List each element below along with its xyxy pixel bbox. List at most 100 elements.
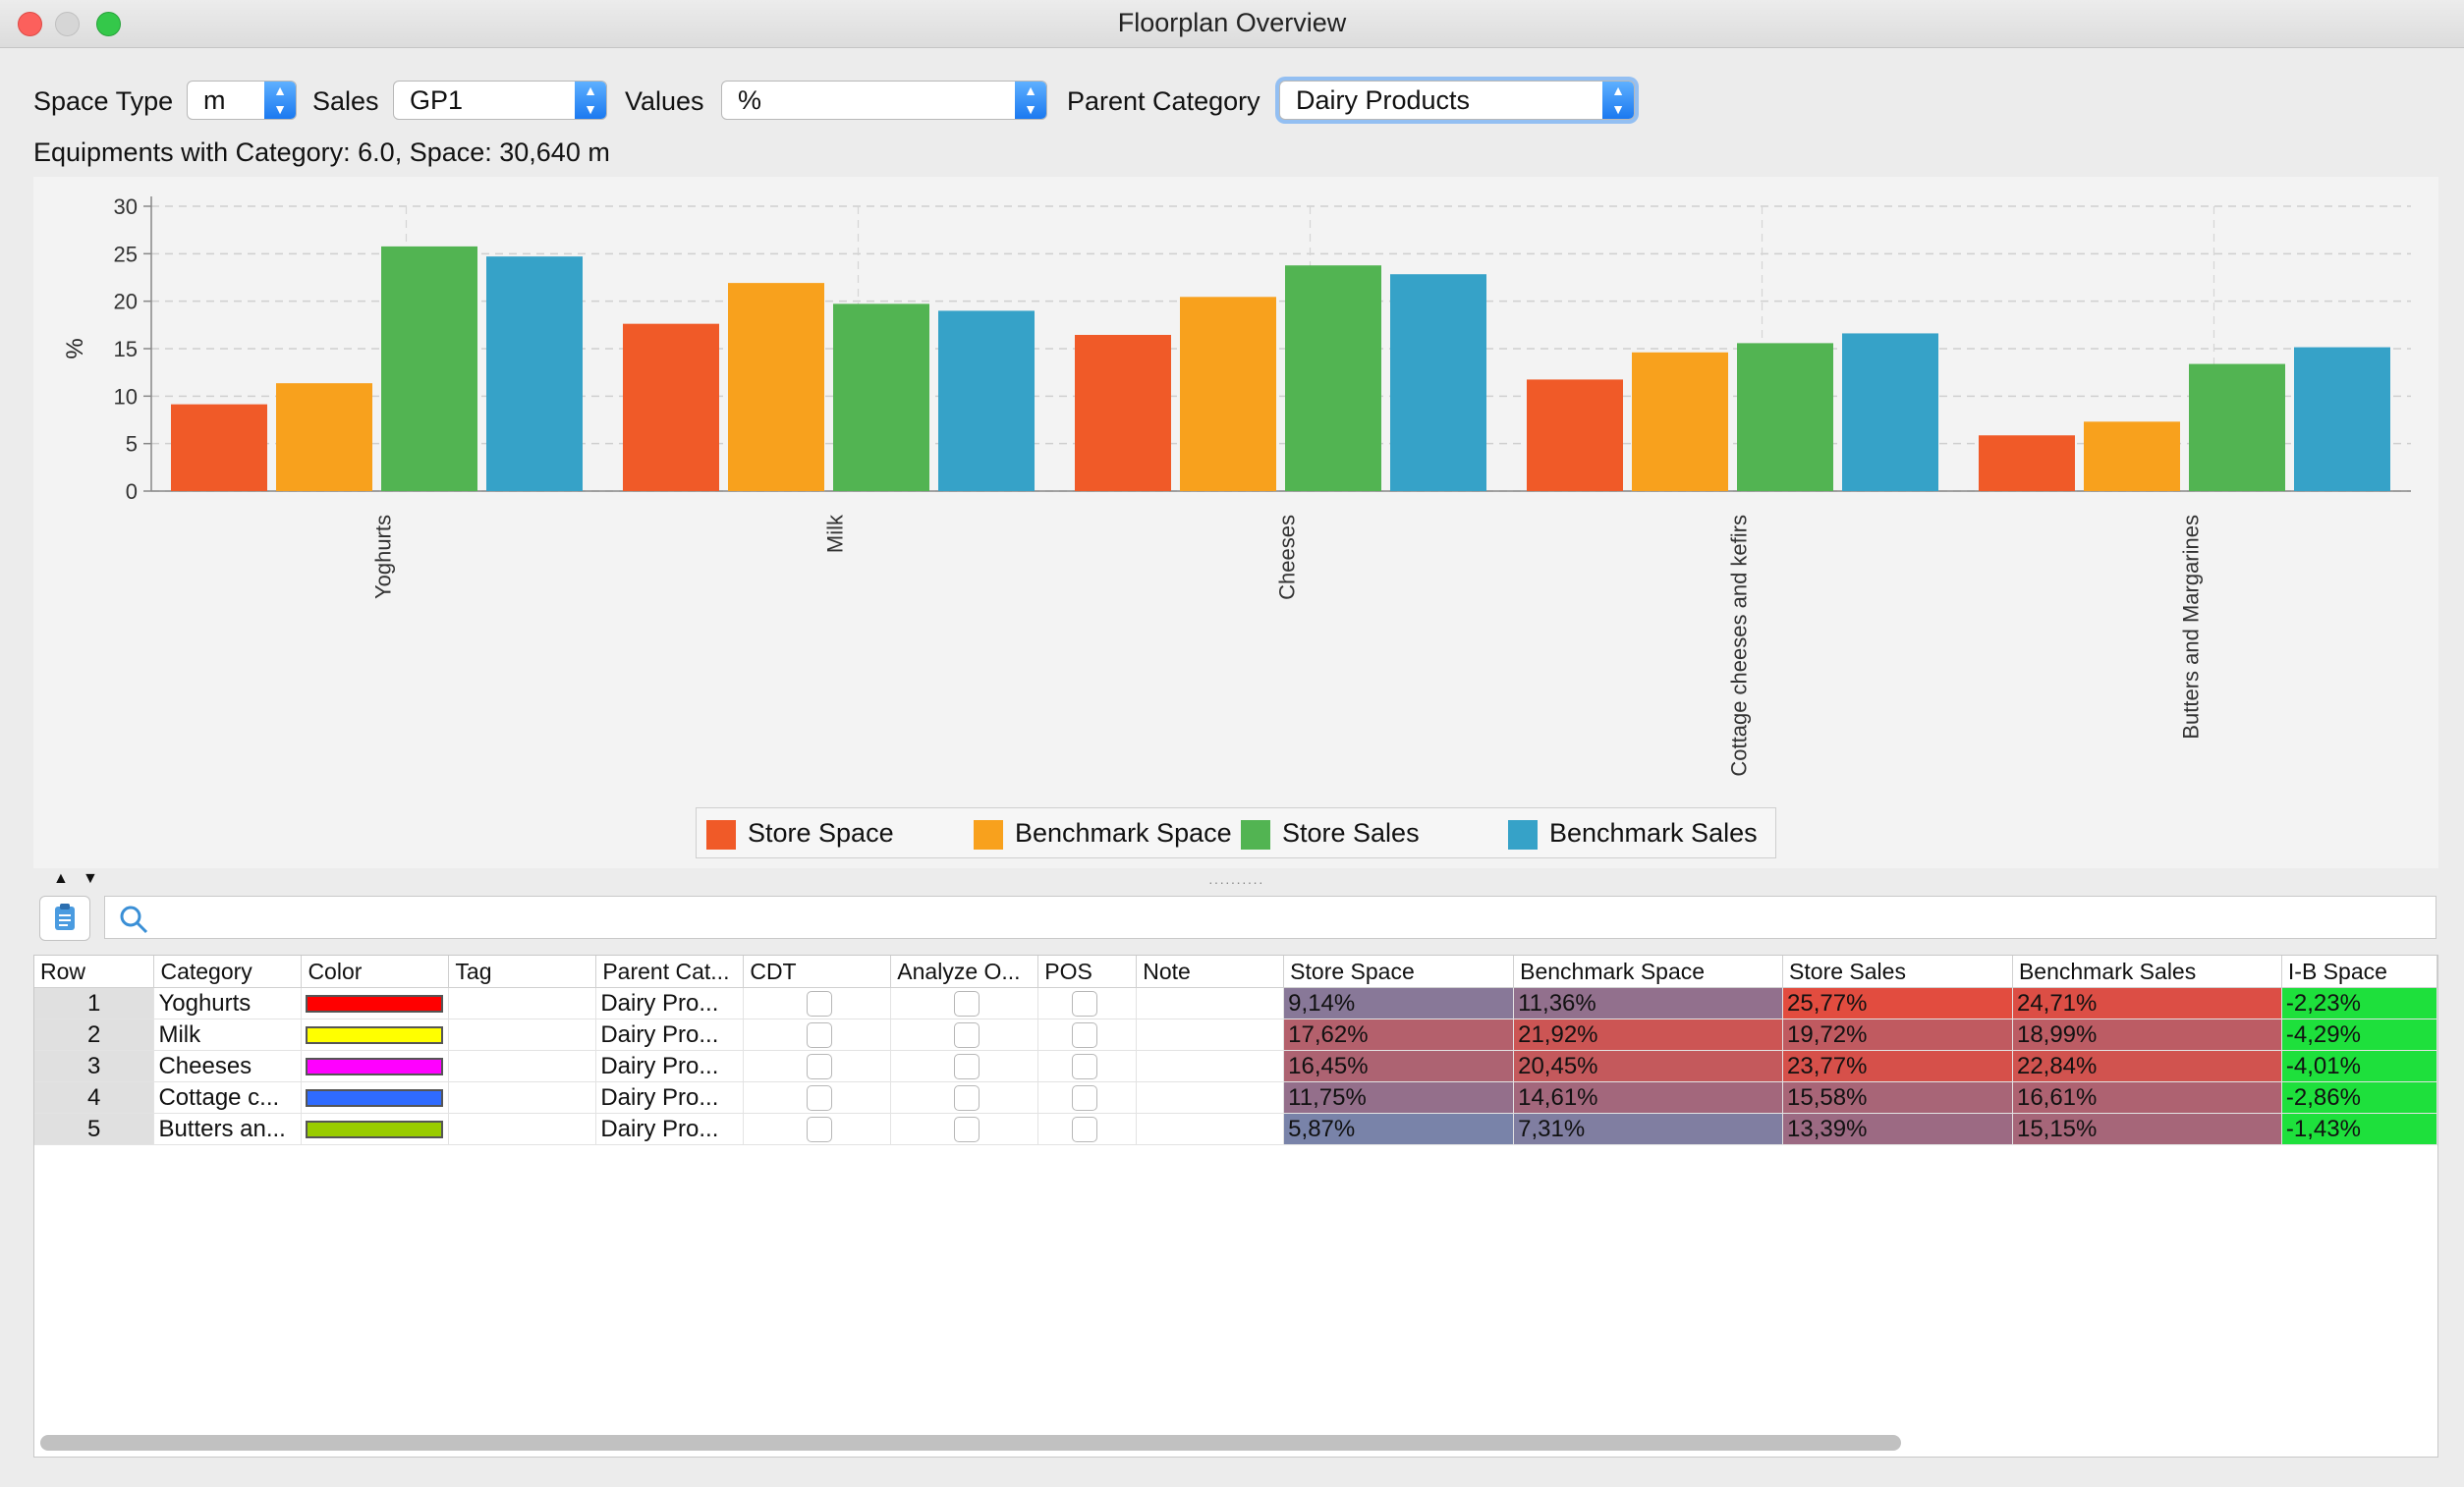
horizontal-scrollbar[interactable] bbox=[40, 1435, 1901, 1451]
checkbox[interactable] bbox=[1072, 1085, 1098, 1112]
store-space-cell[interactable]: 11,75% bbox=[1283, 1081, 1515, 1114]
parent-category-cell[interactable]: Dairy Pro... bbox=[595, 1019, 745, 1051]
export-button[interactable] bbox=[39, 896, 90, 941]
table-row[interactable]: 4 Cottage c... Dairy Pro... 11,75% 14,61% 15,… bbox=[34, 1081, 2438, 1114]
checkbox[interactable] bbox=[807, 991, 833, 1018]
col-header[interactable]: Store Sales bbox=[1782, 956, 2013, 988]
checkbox[interactable] bbox=[954, 1054, 980, 1080]
pos-checkbox[interactable] bbox=[1037, 987, 1138, 1019]
note-cell[interactable] bbox=[1136, 1113, 1285, 1145]
color-cell[interactable] bbox=[301, 1113, 450, 1145]
cdt-checkbox[interactable] bbox=[743, 1050, 892, 1082]
col-header[interactable]: Benchmark Space bbox=[1513, 956, 1784, 988]
color-swatch[interactable] bbox=[306, 1025, 444, 1044]
store-sales-cell[interactable]: 23,77% bbox=[1782, 1050, 2013, 1082]
checkbox[interactable] bbox=[1072, 1117, 1098, 1143]
close-window-button[interactable] bbox=[18, 12, 42, 36]
search-field[interactable] bbox=[104, 896, 2436, 939]
checkbox[interactable] bbox=[807, 1085, 833, 1112]
col-header[interactable]: Color bbox=[301, 956, 450, 988]
row-number[interactable]: 5 bbox=[34, 1113, 155, 1145]
parent-category-select[interactable]: Dairy Products ▲ ▼ bbox=[1279, 81, 1635, 120]
category-cell[interactable]: Cottage c... bbox=[153, 1081, 303, 1114]
col-header[interactable]: Parent Cat... bbox=[595, 956, 745, 988]
table-row[interactable]: 3 Cheeses Dairy Pro... 16,45% 20,45% 23,77% 22… bbox=[34, 1050, 2438, 1082]
checkbox[interactable] bbox=[1072, 1022, 1098, 1049]
pos-checkbox[interactable] bbox=[1037, 1113, 1138, 1145]
checkbox[interactable] bbox=[954, 1022, 980, 1049]
parent-category-cell[interactable]: Dairy Pro... bbox=[595, 987, 745, 1019]
cdt-checkbox[interactable] bbox=[743, 1113, 892, 1145]
category-cell[interactable]: Milk bbox=[153, 1019, 303, 1051]
values-select[interactable]: % ▲ ▼ bbox=[721, 81, 1047, 120]
ib-space-cell[interactable]: -4,29% bbox=[2281, 1019, 2438, 1051]
cdt-checkbox[interactable] bbox=[743, 1081, 892, 1114]
benchmark-space-cell[interactable]: 21,92% bbox=[1513, 1019, 1784, 1051]
checkbox[interactable] bbox=[807, 1117, 833, 1143]
ib-space-cell[interactable]: -4,01% bbox=[2281, 1050, 2438, 1082]
table-row[interactable]: 2 Milk Dairy Pro... 17,62% 21,92% 19,72% 18,99… bbox=[34, 1019, 2438, 1051]
store-space-cell[interactable]: 17,62% bbox=[1283, 1019, 1515, 1051]
color-cell[interactable] bbox=[301, 1081, 450, 1114]
table-row[interactable]: 5 Butters an... Dairy Pro... 5,87% 7,31% 13,3… bbox=[34, 1113, 2438, 1145]
note-cell[interactable] bbox=[1136, 1050, 1285, 1082]
parent-category-cell[interactable]: Dairy Pro... bbox=[595, 1081, 745, 1114]
store-sales-cell[interactable]: 15,58% bbox=[1782, 1081, 2013, 1114]
checkbox[interactable] bbox=[954, 991, 980, 1018]
benchmark-space-cell[interactable]: 7,31% bbox=[1513, 1113, 1784, 1145]
minimize-window-button[interactable] bbox=[55, 12, 80, 36]
pos-checkbox[interactable] bbox=[1037, 1019, 1138, 1051]
note-cell[interactable] bbox=[1136, 1081, 1285, 1114]
analyze-checkbox[interactable] bbox=[890, 1019, 1039, 1051]
cdt-checkbox[interactable] bbox=[743, 1019, 892, 1051]
checkbox[interactable] bbox=[807, 1022, 833, 1049]
table-row[interactable]: 1 Yoghurts Dairy Pro... 9,14% 11,36% 25,77% 24… bbox=[34, 987, 2438, 1019]
expand-up-icon[interactable]: ▲ bbox=[53, 870, 69, 887]
tag-cell[interactable] bbox=[448, 1050, 597, 1082]
color-swatch[interactable] bbox=[306, 994, 444, 1013]
tag-cell[interactable] bbox=[448, 1113, 597, 1145]
parent-category-cell[interactable]: Dairy Pro... bbox=[595, 1050, 745, 1082]
benchmark-space-cell[interactable]: 14,61% bbox=[1513, 1081, 1784, 1114]
ib-space-cell[interactable]: -1,43% bbox=[2281, 1113, 2438, 1145]
checkbox[interactable] bbox=[1072, 1054, 1098, 1080]
row-number[interactable]: 4 bbox=[34, 1081, 155, 1114]
cdt-checkbox[interactable] bbox=[743, 987, 892, 1019]
store-sales-cell[interactable]: 13,39% bbox=[1782, 1113, 2013, 1145]
col-header[interactable]: Analyze O... bbox=[890, 956, 1039, 988]
parent-category-cell[interactable]: Dairy Pro... bbox=[595, 1113, 745, 1145]
col-header[interactable]: I-B Space bbox=[2281, 956, 2438, 988]
col-header[interactable]: Row bbox=[34, 956, 155, 988]
benchmark-space-cell[interactable]: 11,36% bbox=[1513, 987, 1784, 1019]
col-header[interactable]: Note bbox=[1136, 956, 1285, 988]
tag-cell[interactable] bbox=[448, 1019, 597, 1051]
pos-checkbox[interactable] bbox=[1037, 1050, 1138, 1082]
analyze-checkbox[interactable] bbox=[890, 1081, 1039, 1114]
color-swatch[interactable] bbox=[306, 1120, 444, 1138]
analyze-checkbox[interactable] bbox=[890, 987, 1039, 1019]
col-header[interactable]: Benchmark Sales bbox=[2012, 956, 2282, 988]
color-cell[interactable] bbox=[301, 987, 450, 1019]
note-cell[interactable] bbox=[1136, 987, 1285, 1019]
collapse-down-icon[interactable]: ▼ bbox=[83, 870, 98, 887]
benchmark-sales-cell[interactable]: 22,84% bbox=[2012, 1050, 2282, 1082]
space-type-select[interactable]: m ▲ ▼ bbox=[187, 81, 297, 120]
pos-checkbox[interactable] bbox=[1037, 1081, 1138, 1114]
category-cell[interactable]: Butters an... bbox=[153, 1113, 303, 1145]
store-space-cell[interactable]: 9,14% bbox=[1283, 987, 1515, 1019]
col-header[interactable]: POS bbox=[1037, 956, 1138, 988]
row-number[interactable]: 1 bbox=[34, 987, 155, 1019]
row-number[interactable]: 2 bbox=[34, 1019, 155, 1051]
color-cell[interactable] bbox=[301, 1050, 450, 1082]
row-number[interactable]: 3 bbox=[34, 1050, 155, 1082]
checkbox[interactable] bbox=[954, 1085, 980, 1112]
ib-space-cell[interactable]: -2,23% bbox=[2281, 987, 2438, 1019]
note-cell[interactable] bbox=[1136, 1019, 1285, 1051]
tag-cell[interactable] bbox=[448, 987, 597, 1019]
benchmark-sales-cell[interactable]: 24,71% bbox=[2012, 987, 2282, 1019]
ib-space-cell[interactable]: -2,86% bbox=[2281, 1081, 2438, 1114]
store-sales-cell[interactable]: 25,77% bbox=[1782, 987, 2013, 1019]
sales-select[interactable]: GP1 ▲ ▼ bbox=[393, 81, 607, 120]
maximize-window-button[interactable] bbox=[96, 12, 121, 36]
store-space-cell[interactable]: 16,45% bbox=[1283, 1050, 1515, 1082]
